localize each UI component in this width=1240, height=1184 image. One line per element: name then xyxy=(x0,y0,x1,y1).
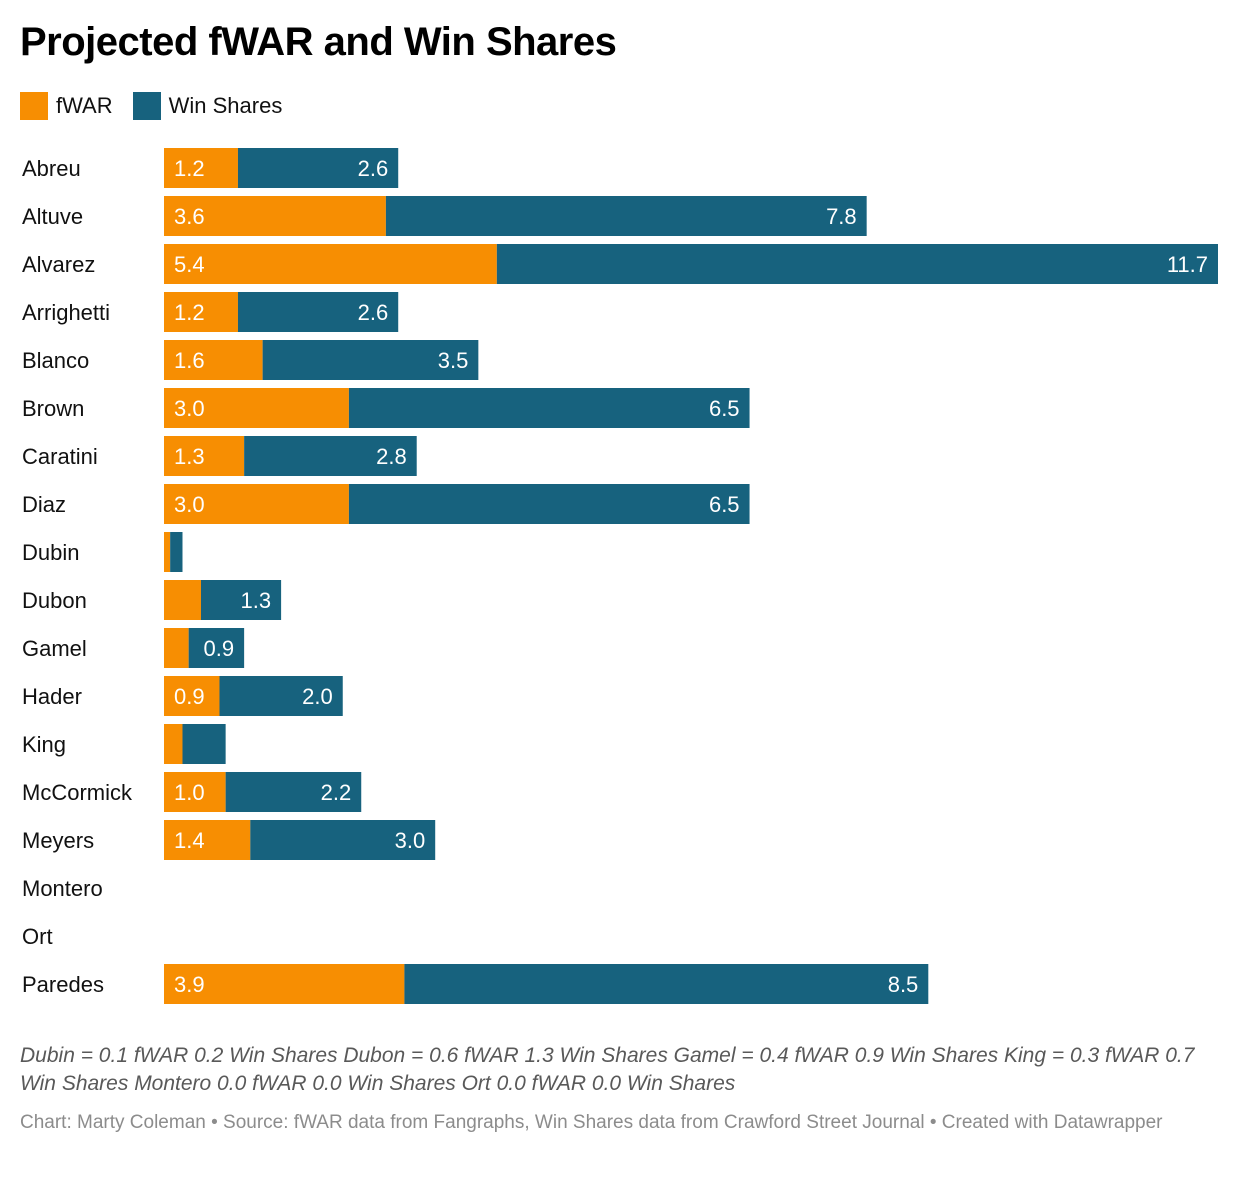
data-label-win-shares-hader: 2.0 xyxy=(302,684,333,709)
bar-fwar-arrighetti xyxy=(164,292,238,332)
data-label-fwar-meyers: 1.4 xyxy=(174,828,205,853)
bar-win-shares-gamel xyxy=(188,628,245,668)
data-label-fwar-diaz: 3.0 xyxy=(174,492,205,517)
bar-fwar-caratini xyxy=(164,436,245,476)
data-label-fwar-abreu: 1.2 xyxy=(174,156,205,181)
legend-item-win-shares: Win Shares xyxy=(132,92,283,120)
bar-win-shares-meyers xyxy=(250,820,436,860)
bar-fwar-mccormick xyxy=(164,772,226,812)
category-label-alvarez: Alvarez xyxy=(22,252,95,277)
bar-win-shares-abreu xyxy=(237,148,399,188)
bar-fwar-blanco xyxy=(164,340,263,380)
bar-win-shares-alvarez xyxy=(496,244,1218,284)
data-label-fwar-blanco: 1.6 xyxy=(174,348,205,373)
category-label-diaz: Diaz xyxy=(22,492,66,517)
data-label-win-shares-blanco: 3.5 xyxy=(438,348,469,373)
category-label-king: King xyxy=(22,732,66,757)
legend-item-fwar: fWAR xyxy=(20,92,113,120)
bar-fwar-altuve xyxy=(164,196,386,236)
legend-label-win-shares: Win Shares xyxy=(168,93,283,118)
bar-win-shares-diaz xyxy=(348,484,750,524)
bar-win-shares-hader xyxy=(219,676,343,716)
data-label-win-shares-meyers: 3.0 xyxy=(395,828,426,853)
category-label-montero: Montero xyxy=(22,876,103,901)
category-label-caratini: Caratini xyxy=(22,444,98,469)
bar-fwar-dubin xyxy=(164,532,171,572)
data-label-fwar-alvarez: 5.4 xyxy=(174,252,205,277)
bar-win-shares-blanco xyxy=(262,340,479,380)
data-label-fwar-mccormick: 1.0 xyxy=(174,780,205,805)
category-label-hader: Hader xyxy=(22,684,82,709)
bar-win-shares-dubin xyxy=(170,532,183,572)
bar-fwar-abreu xyxy=(164,148,238,188)
chart-title: Projected fWAR and Win Shares xyxy=(20,20,617,64)
data-label-fwar-arrighetti: 1.2 xyxy=(174,300,205,325)
bar-chart: Abreu 1.2 2.6 Altuve 3.6 7.8 Alvarez 5.4 11.7 Arr… xyxy=(22,148,1218,1004)
legend-swatch-fwar xyxy=(20,92,48,120)
data-label-win-shares-gamel: 0.9 xyxy=(204,636,235,661)
data-label-win-shares-caratini: 2.8 xyxy=(376,444,407,469)
category-label-gamel: Gamel xyxy=(22,636,87,661)
bar-win-shares-mccormick xyxy=(225,772,362,812)
bar-fwar-meyers xyxy=(164,820,251,860)
bar-win-shares-dubon xyxy=(200,580,282,620)
data-label-fwar-brown: 3.0 xyxy=(174,396,205,421)
bar-win-shares-paredes xyxy=(404,964,929,1004)
category-label-paredes: Paredes xyxy=(22,972,104,997)
bar-win-shares-altuve xyxy=(385,196,867,236)
category-label-blanco: Blanco xyxy=(22,348,89,373)
data-label-win-shares-alvarez: 11.7 xyxy=(1167,252,1208,277)
category-label-abreu: Abreu xyxy=(22,156,81,181)
data-label-win-shares-brown: 6.5 xyxy=(709,396,740,421)
category-label-dubin: Dubin xyxy=(22,540,79,565)
legend-label-fwar: fWAR xyxy=(56,93,113,118)
data-label-fwar-hader: 0.9 xyxy=(174,684,205,709)
bar-fwar-gamel xyxy=(164,628,189,668)
bar-fwar-alvarez xyxy=(164,244,497,284)
bar-fwar-dubon xyxy=(164,580,201,620)
category-label-meyers: Meyers xyxy=(22,828,94,853)
bar-fwar-paredes xyxy=(164,964,405,1004)
legend: fWAR Win Shares xyxy=(20,92,302,120)
bar-fwar-brown xyxy=(164,388,349,428)
data-label-win-shares-diaz: 6.5 xyxy=(709,492,740,517)
category-label-ort: Ort xyxy=(22,924,53,949)
data-label-win-shares-arrighetti: 2.6 xyxy=(358,300,389,325)
category-label-mccormick: McCormick xyxy=(22,780,133,805)
data-label-win-shares-paredes: 8.5 xyxy=(888,972,919,997)
data-label-win-shares-altuve: 7.8 xyxy=(826,204,857,229)
category-label-altuve: Altuve xyxy=(22,204,83,229)
data-label-fwar-altuve: 3.6 xyxy=(174,204,205,229)
bar-win-shares-brown xyxy=(348,388,750,428)
data-label-fwar-paredes: 3.9 xyxy=(174,972,205,997)
category-label-brown: Brown xyxy=(22,396,84,421)
chart-note: Dubin = 0.1 fWAR 0.2 Win Shares Dubon = … xyxy=(20,1044,1195,1095)
chart-source: Chart: Marty Coleman • Source: fWAR data… xyxy=(20,1112,1163,1133)
bar-win-shares-caratini xyxy=(244,436,417,476)
category-label-dubon: Dubon xyxy=(22,588,87,613)
category-label-arrighetti: Arrighetti xyxy=(22,300,110,325)
legend-swatch-win-shares xyxy=(132,92,161,120)
bar-fwar-king xyxy=(164,724,183,764)
bar-fwar-diaz xyxy=(164,484,349,524)
bar-win-shares-arrighetti xyxy=(237,292,399,332)
bar-win-shares-king xyxy=(182,724,226,764)
data-label-win-shares-abreu: 2.6 xyxy=(358,156,389,181)
bar-fwar-hader xyxy=(164,676,220,716)
data-label-win-shares-dubon: 1.3 xyxy=(241,588,272,613)
data-label-win-shares-mccormick: 2.2 xyxy=(321,780,352,805)
data-label-fwar-caratini: 1.3 xyxy=(174,444,205,469)
